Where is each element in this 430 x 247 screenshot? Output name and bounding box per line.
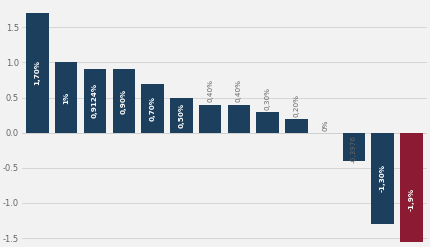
Text: -0,3976: -0,3976	[351, 135, 357, 163]
Text: 0,20%: 0,20%	[293, 94, 299, 117]
Bar	[84, 69, 106, 133]
Bar	[343, 133, 365, 161]
Bar	[227, 104, 250, 133]
Text: 0,50%: 0,50%	[178, 103, 184, 128]
Bar	[199, 104, 221, 133]
Text: 0,40%: 0,40%	[236, 80, 242, 103]
Bar	[113, 69, 135, 133]
Text: 0,30%: 0,30%	[264, 86, 270, 109]
Bar	[170, 98, 193, 133]
Text: 1%: 1%	[63, 91, 69, 104]
Text: 0,9124%: 0,9124%	[92, 83, 98, 118]
Text: 0%: 0%	[322, 119, 328, 131]
Text: 1,70%: 1,70%	[34, 61, 40, 85]
Bar	[26, 13, 49, 133]
Bar	[141, 83, 164, 133]
Bar	[400, 133, 423, 247]
Text: 0,90%: 0,90%	[121, 88, 127, 114]
Text: 0,70%: 0,70%	[150, 96, 156, 121]
Bar	[285, 119, 307, 133]
Bar	[256, 112, 279, 133]
Text: -1,30%: -1,30%	[380, 164, 386, 192]
Text: 0,40%: 0,40%	[207, 80, 213, 103]
Bar	[372, 133, 394, 224]
Bar	[55, 62, 77, 133]
Text: -1,9%: -1,9%	[408, 188, 415, 211]
